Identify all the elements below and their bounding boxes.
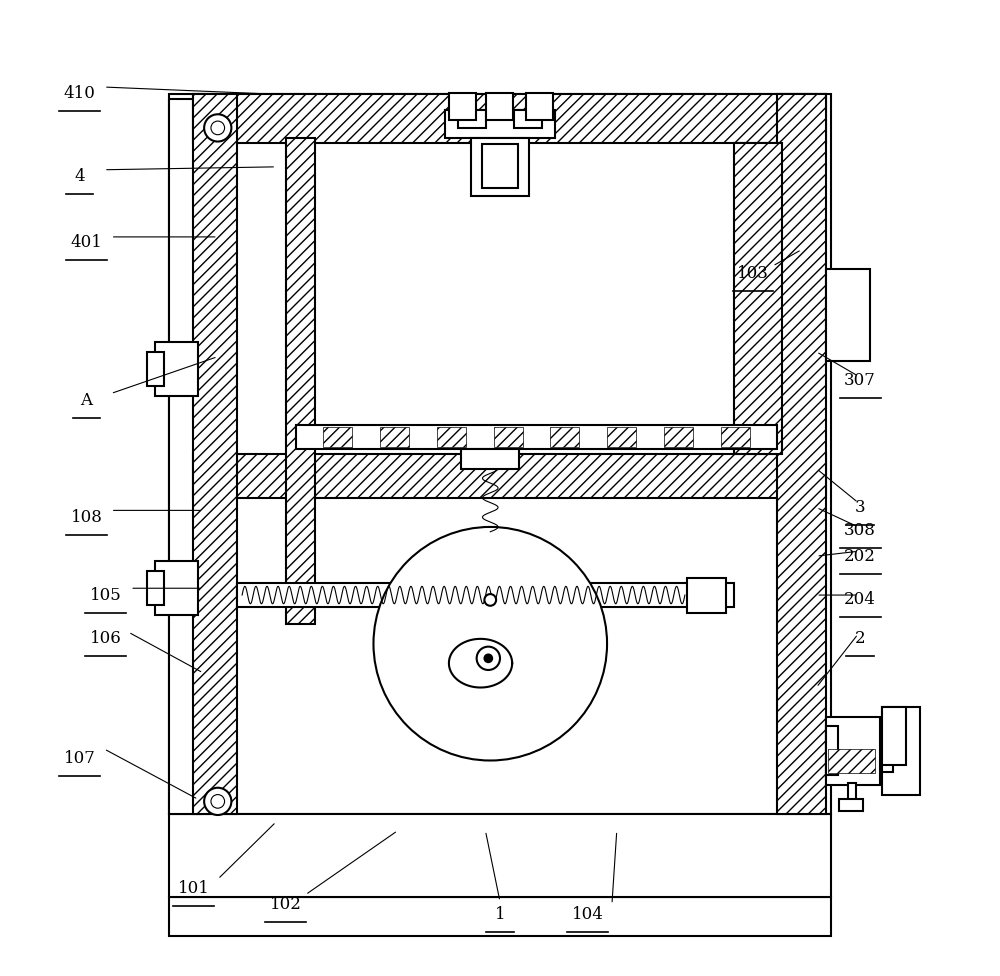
Bar [826,269,870,361]
Bar [848,783,856,804]
Bar [449,93,476,120]
Bar [514,110,542,128]
Bar [839,799,863,811]
Circle shape [204,114,231,142]
Bar [296,425,777,449]
Text: 1: 1 [495,906,505,922]
Circle shape [484,594,496,606]
Bar [486,93,513,120]
Bar [155,342,198,395]
Text: 107: 107 [64,750,96,767]
Bar [550,427,579,447]
Bar [437,427,466,447]
Bar [380,427,409,447]
Bar [193,454,826,498]
Bar [494,427,523,447]
Circle shape [204,788,231,815]
Bar [155,561,198,615]
Bar [147,351,164,386]
Circle shape [373,527,607,760]
Bar [882,723,893,772]
Text: 2: 2 [855,630,865,647]
Text: 101: 101 [177,880,209,898]
Bar [461,449,519,468]
Text: 102: 102 [270,896,302,913]
Text: 3: 3 [855,499,865,516]
Bar [169,94,831,814]
Bar [828,749,875,773]
Text: 105: 105 [90,587,122,603]
Bar [721,427,750,447]
Circle shape [477,647,500,670]
Bar [526,93,553,120]
Text: 401: 401 [70,234,102,251]
Bar [664,427,693,447]
Text: 108: 108 [70,508,102,526]
Bar [286,138,315,625]
Bar [826,716,880,785]
Text: 103: 103 [737,265,769,282]
Bar [193,94,826,142]
Bar [147,571,164,605]
Bar [471,138,529,196]
Bar [734,142,782,454]
Text: 204: 204 [844,591,876,608]
Text: 308: 308 [844,522,876,540]
Bar [826,726,838,775]
Bar [237,583,734,607]
Bar [193,94,237,814]
Bar [169,99,200,814]
Text: 307: 307 [844,373,876,389]
Bar [882,707,906,765]
Text: 202: 202 [844,548,876,565]
Text: A: A [80,392,92,409]
Text: 106: 106 [90,630,122,647]
Bar [607,427,636,447]
Bar [445,110,555,138]
Bar [323,427,352,447]
Bar [687,578,726,613]
Text: 4: 4 [74,168,85,185]
Circle shape [483,654,493,663]
Text: 410: 410 [64,85,96,102]
Bar [169,814,831,897]
Bar [458,110,486,128]
Text: 104: 104 [572,906,604,922]
Bar [777,94,826,814]
Bar [882,707,920,794]
Bar [482,144,518,188]
Bar [169,897,831,936]
